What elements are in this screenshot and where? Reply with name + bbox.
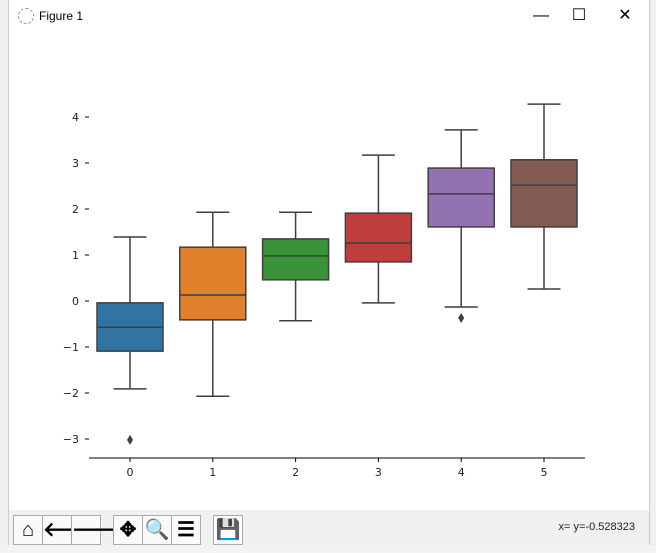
matplotlib-icon <box>18 8 34 24</box>
y-tick-label: −3 <box>63 433 79 446</box>
outlier-point <box>127 434 133 445</box>
y-tick-label: 0 <box>72 295 79 308</box>
x-tick-label: 5 <box>541 466 548 479</box>
y-tick-label: 1 <box>72 249 79 262</box>
back-button[interactable]: 🡐 <box>42 515 97 545</box>
minimize-icon[interactable]: — <box>533 7 549 24</box>
configure-button[interactable]: ☰ <box>171 515 201 545</box>
save-button[interactable]: 💾 <box>213 515 243 545</box>
boxplot-chart: 4 3 2 1 0 −1 −2 −3 0 1 2 3 4 5 <box>63 103 585 479</box>
x-tick-label: 4 <box>458 466 465 479</box>
close-icon[interactable]: ✕ <box>618 7 632 24</box>
box-3 <box>344 212 413 263</box>
forward-button[interactable]: 🡒 <box>71 515 126 545</box>
box-4 <box>427 167 495 228</box>
x-tick-label: 2 <box>292 466 299 479</box>
maximize-icon[interactable]: ☐ <box>571 7 587 24</box>
box-2 <box>261 238 330 281</box>
coordinate-status: x= y=-0.528323 <box>558 521 635 533</box>
outlier-point <box>458 313 465 324</box>
y-tick-label: 4 <box>72 111 79 124</box>
window-title: Figure 1 <box>39 9 84 23</box>
home-button[interactable]: ⌂ <box>13 515 43 545</box>
y-tick-label: −1 <box>63 341 79 354</box>
y-tick-label: 2 <box>72 203 79 216</box>
pan-button[interactable]: ✥ <box>113 515 143 545</box>
y-tick-label: 3 <box>72 157 79 170</box>
box-5 <box>510 159 578 228</box>
title-bar: Figure 1 — ☐ ✕ <box>9 0 649 32</box>
y-tick-label: −2 <box>63 387 79 400</box>
x-tick-label: 0 <box>127 466 134 479</box>
x-tick-label: 3 <box>375 466 382 479</box>
figure-window: Figure 1 — ☐ ✕ 4 3 2 1 0 −1 −2 −3 0 1 2 3 4 5 x= y=-0… <box>8 0 650 545</box>
navigation-toolbar: x= y=-0.528323 ⌂ 🡐 🡒 ✥ 🔍 ☰ 💾 <box>9 510 649 545</box>
zoom-button[interactable]: 🔍 <box>142 515 172 545</box>
background-window <box>0 545 656 553</box>
x-tick-label: 1 <box>209 466 216 479</box>
box-1 <box>179 246 247 321</box>
